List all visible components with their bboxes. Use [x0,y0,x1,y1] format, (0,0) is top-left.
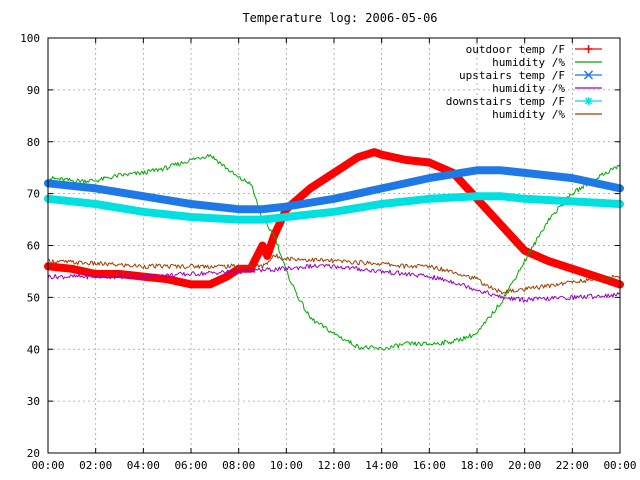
legend-label: outdoor temp /F [466,43,565,56]
x-tick-label: 02:00 [79,459,112,472]
x-tick-label: 22:00 [556,459,589,472]
y-tick-label: 60 [27,240,40,253]
series-line [44,166,624,214]
y-tick-label: 50 [27,291,40,304]
x-tick-label: 16:00 [413,459,446,472]
series-line [44,192,624,224]
y-tick-label: 70 [27,188,40,201]
y-tick-label: 100 [20,32,40,45]
legend-label: humidity /% [492,82,565,95]
y-tick-label: 80 [27,136,40,149]
x-tick-label: 00:00 [31,459,64,472]
series-line [44,148,624,289]
x-tick-label: 18:00 [460,459,493,472]
legend-label: humidity /% [492,108,565,121]
series-line [47,253,621,295]
legend-marker [584,45,593,53]
y-tick-label: 30 [27,395,40,408]
series-line [47,154,621,351]
series-line [47,263,621,303]
x-tick-label: 06:00 [174,459,207,472]
x-tick-label: 20:00 [508,459,541,472]
axes: 20 30 40 50 60 70 80 90 100 00:00 02:00 04:00 06:00 0… [20,32,636,472]
chart-title: Temperature log: 2006-05-06 [242,11,437,25]
x-tick-label: 04:00 [127,459,160,472]
x-tick-label: 10:00 [270,459,303,472]
legend-label: upstairs temp /F [459,69,565,82]
x-tick-label: 14:00 [365,459,398,472]
legend-label: humidity /% [492,56,565,69]
y-tick-label: 20 [27,447,40,460]
legend-label: downstairs temp /F [446,95,565,108]
grid [48,38,620,453]
y-tick-label: 90 [27,84,40,97]
x-tick-label: 08:00 [222,459,255,472]
series-layer [44,148,624,351]
legend-marker [583,70,594,80]
x-tick-label: 00:00 [603,459,636,472]
x-tick-label: 12:00 [317,459,350,472]
y-tick-label: 40 [27,343,40,356]
legend-marker [584,97,593,105]
